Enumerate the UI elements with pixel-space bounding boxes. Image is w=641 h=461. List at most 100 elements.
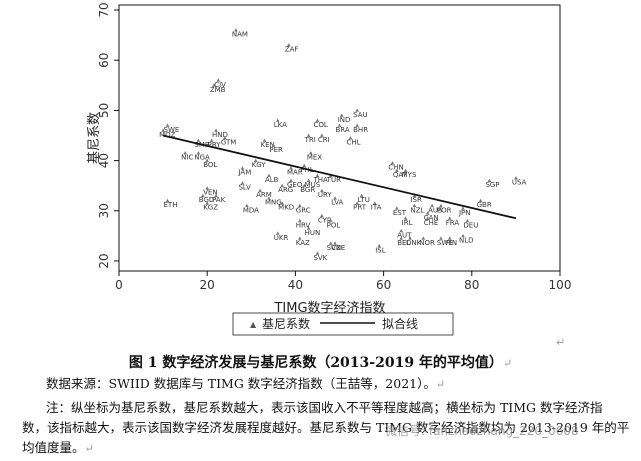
data-point-label: HUN xyxy=(305,229,321,237)
y-axis-title: 基尼系数 xyxy=(87,112,102,164)
data-point-label: BGD xyxy=(199,196,215,204)
data-point-label: MKD xyxy=(278,204,294,212)
data-point-marker xyxy=(234,28,238,32)
data-point-label: PRT xyxy=(353,204,367,212)
data-point-marker xyxy=(514,176,518,180)
data-point-marker xyxy=(403,168,408,173)
data-point-label: USA xyxy=(512,179,527,187)
data-point-marker xyxy=(306,178,311,183)
data-point-marker xyxy=(306,226,311,230)
data-point-marker xyxy=(271,143,276,147)
data-point-label: BOL xyxy=(203,161,217,169)
data-point-label: POR xyxy=(437,206,452,214)
data-point-marker xyxy=(421,236,426,240)
x-axis: 0 20 40 60 80 100 xyxy=(115,271,571,292)
y-tick-label: 40 xyxy=(97,153,111,168)
data-point-label: MYS xyxy=(402,171,417,179)
data-point-label: BGR xyxy=(300,186,315,194)
data-point-label: LKA xyxy=(274,121,287,129)
y-axis: 20 30 40 50 60 70 xyxy=(97,2,119,269)
note-line-3-text: 均值度量。 xyxy=(22,440,85,455)
data-point-marker xyxy=(408,236,412,240)
data-point-marker xyxy=(315,251,320,255)
data-point-marker xyxy=(183,151,187,155)
data-point-label: CZE xyxy=(331,244,345,252)
y-tick-label: 70 xyxy=(97,2,111,17)
data-point-label: MUS xyxy=(305,181,321,189)
data-point-label: DNK xyxy=(406,239,422,247)
note-line-2: 数，该指标越大，表示该国数字经济发展程度越好。基尼系数与 TIMG 数字经济指数… xyxy=(22,420,630,435)
data-point-label: NGA xyxy=(194,154,210,162)
x-axis-title: TIMG数字经济指数 xyxy=(273,301,385,316)
data-point-marker xyxy=(337,123,342,127)
data-point-label: CRI xyxy=(318,136,330,144)
data-point-marker xyxy=(315,118,320,122)
data-point-marker xyxy=(377,243,381,248)
data-point-label: LTU xyxy=(358,196,370,204)
legend-marker-triangle: ▲ xyxy=(250,320,257,329)
data-point-marker xyxy=(267,196,271,200)
data-point-label: KEN xyxy=(261,141,275,149)
data-point-label: NZL xyxy=(410,206,424,214)
data-point-label: MAR xyxy=(287,169,303,177)
data-point-label: EST xyxy=(393,209,407,217)
data-point-marker xyxy=(286,43,291,47)
data-point-label: NAM xyxy=(232,31,248,39)
data-point-label: SAU xyxy=(353,111,368,119)
data-point-marker xyxy=(209,138,214,142)
data-point-marker xyxy=(298,236,302,240)
note-line-1: 注：纵坐标为基尼系数，基尼系数越大，表示该国收入不平等程度越高；横坐标为 TIM… xyxy=(46,400,603,415)
data-point-label: SGP xyxy=(485,181,499,189)
data-point-label: MDA xyxy=(243,206,259,214)
data-point-marker xyxy=(280,201,284,205)
data-point-marker xyxy=(465,218,470,223)
data-point-marker xyxy=(205,201,209,205)
data-point-marker xyxy=(302,163,307,168)
data-point-label: TRI xyxy=(304,136,316,144)
data-point-marker xyxy=(333,241,337,245)
x-tick-label: 100 xyxy=(549,278,572,292)
data-point-marker xyxy=(412,203,417,208)
data-point-marker xyxy=(348,136,353,140)
plot-frame xyxy=(118,4,561,272)
data-point-marker xyxy=(320,133,324,137)
data-point-label: DEU xyxy=(463,221,478,229)
data-point-label: IND xyxy=(338,116,351,124)
data-point-label: QAT xyxy=(393,171,408,179)
data-point-label: ZMB xyxy=(210,86,226,94)
paragraph-mark: ↵ xyxy=(556,336,566,349)
data-point-marker xyxy=(461,233,465,238)
data-point-marker xyxy=(205,158,209,162)
data-point-marker xyxy=(439,236,443,240)
data-point-label: NOR xyxy=(419,239,435,247)
data-source-text: 数据来源：SWIID 数据库与 TIMG 数字经济指数（王喆等，2021）。 xyxy=(46,376,436,391)
data-point-label: TUR xyxy=(326,176,341,184)
data-point-marker xyxy=(289,166,293,170)
data-point-marker xyxy=(289,178,293,183)
data-point-marker xyxy=(275,118,280,122)
data-point-label: ISR xyxy=(410,196,422,204)
data-point-marker xyxy=(315,173,320,178)
fit-line xyxy=(162,134,517,220)
data-point-label: ITA xyxy=(371,204,382,212)
data-point-marker xyxy=(275,231,280,235)
data-point-label: SWE xyxy=(437,239,453,247)
data-point-marker xyxy=(214,193,218,198)
data-point-label: ZAF xyxy=(285,46,299,54)
y-tick-label: 30 xyxy=(97,203,111,218)
data-point-label: SLV xyxy=(238,184,251,192)
note-line-3: 均值度量。↵ xyxy=(22,438,94,459)
data-point-label: JPN xyxy=(458,209,471,217)
data-point-marker xyxy=(328,218,333,223)
data-point-marker xyxy=(390,161,395,165)
data-point-label: FRA xyxy=(446,219,460,227)
data-point-marker xyxy=(302,183,307,188)
data-point-label: IRL xyxy=(402,219,413,227)
data-point-label: VEN xyxy=(203,189,217,197)
data-point-marker xyxy=(253,158,258,162)
data-point-label: ALB xyxy=(265,176,279,184)
x-tick-label: 60 xyxy=(376,278,391,292)
x-tick-label: 20 xyxy=(200,278,215,292)
data-point-label: UKR xyxy=(274,234,289,242)
x-tick-label: 40 xyxy=(288,278,303,292)
